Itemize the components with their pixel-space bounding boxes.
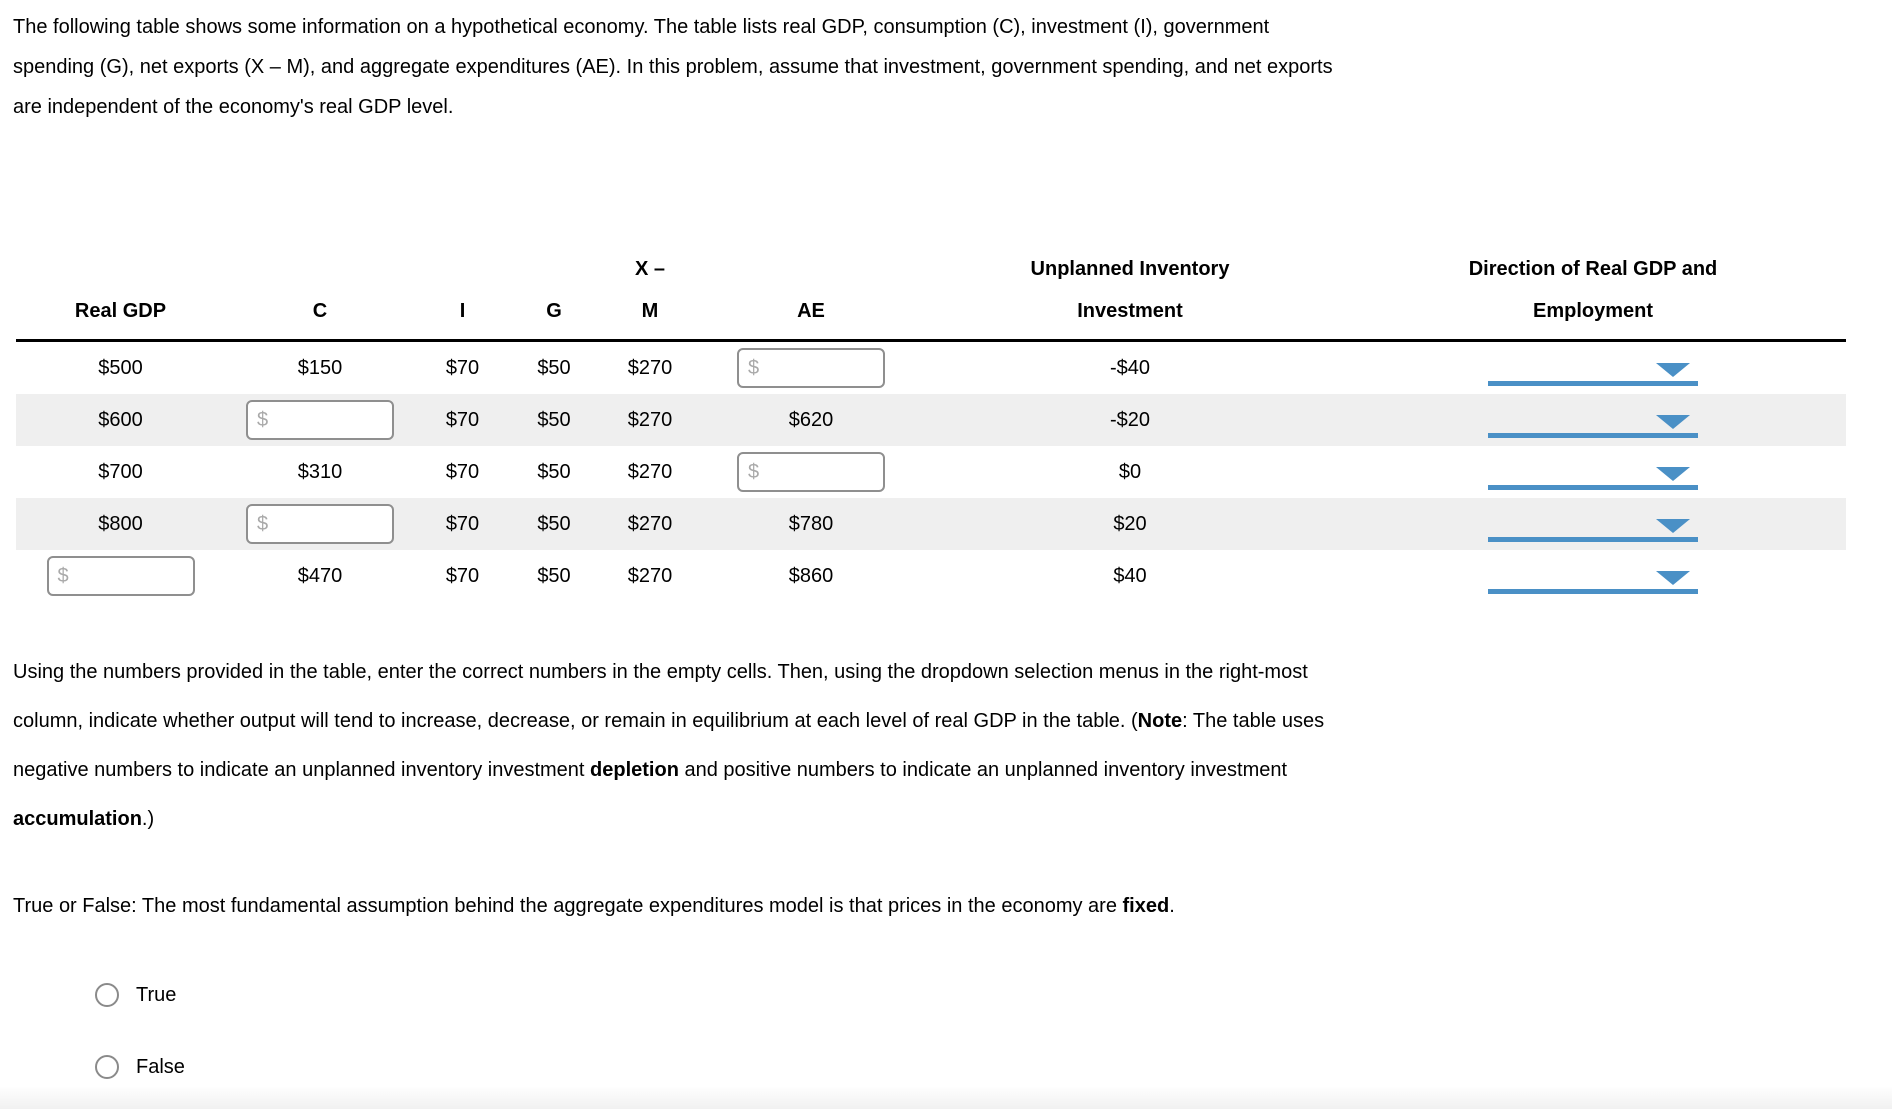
ae-value: $860 xyxy=(788,564,834,587)
col-header-line: Unplanned Inventory xyxy=(1030,258,1230,280)
real-gdp-input-row-4[interactable]: $ xyxy=(46,556,195,596)
chevron-down-icon xyxy=(1656,363,1690,377)
col-header-unplanned-inventory: Unplanned Inventory Investment xyxy=(920,248,1340,341)
chevron-down-icon xyxy=(1656,415,1690,429)
unplanned-inventory-value: $40 xyxy=(1113,564,1147,587)
unplanned-inventory-value: $20 xyxy=(1113,512,1147,535)
currency-prefix: $ xyxy=(748,460,760,483)
intro-paragraph: The following table shows some informati… xyxy=(13,7,1333,127)
chevron-down-icon xyxy=(1656,467,1690,481)
col-header-line: Investment xyxy=(1077,300,1183,322)
government-value: $50 xyxy=(537,356,571,379)
ae-input-field-row-0[interactable] xyxy=(759,356,883,380)
instructions-line: column, indicate whether output will ten… xyxy=(13,710,1325,732)
intro-line: are independent of the economy's real GD… xyxy=(13,96,454,118)
investment-value: $70 xyxy=(445,408,480,431)
real-gdp-value: $500 xyxy=(98,356,143,379)
instructions-line: accumulation.) xyxy=(13,808,155,830)
dropdown-underline xyxy=(1488,433,1698,438)
table-row: $500 $150 $70 $50 $270 $ -$40 xyxy=(16,341,1846,395)
net-exports-value: $270 xyxy=(627,460,673,483)
consumption-input-row-1[interactable]: $ xyxy=(246,400,394,440)
investment-value: $70 xyxy=(445,356,480,379)
consumption-value: $470 xyxy=(297,564,343,587)
currency-prefix: $ xyxy=(257,408,269,431)
dropdown-underline xyxy=(1488,537,1698,542)
option-label: False xyxy=(136,1055,185,1078)
table-header-row: Real GDP C I G X – M AE Unplanned Invent… xyxy=(16,248,1846,341)
col-header-investment: I xyxy=(459,300,466,322)
direction-dropdown-row-0[interactable] xyxy=(1488,342,1698,394)
dropdown-underline xyxy=(1488,485,1698,490)
government-value: $50 xyxy=(537,564,571,587)
col-header-consumption: C xyxy=(312,300,328,322)
col-header-ae: AE xyxy=(797,300,825,322)
direction-dropdown-row-3[interactable] xyxy=(1488,498,1698,550)
consumption-input-field-row-3[interactable] xyxy=(268,512,392,536)
real-gdp-value: $600 xyxy=(98,408,143,431)
table-row: $ $470 $70 $50 $270 $860 $40 xyxy=(16,550,1846,602)
consumption-input-field-row-1[interactable] xyxy=(268,408,392,432)
unplanned-inventory-value: -$40 xyxy=(1109,356,1151,379)
intro-line: spending (G), net exports (X – M), and a… xyxy=(13,56,1333,78)
consumption-input-row-3[interactable]: $ xyxy=(246,504,394,544)
instructions-line: negative numbers to indicate an unplanne… xyxy=(13,759,1288,781)
col-header-direction: Direction of Real GDP and Employment xyxy=(1340,248,1846,341)
direction-dropdown-row-2[interactable] xyxy=(1488,446,1698,498)
option-false[interactable]: False xyxy=(95,1055,185,1079)
col-header-net-exports: X – M xyxy=(598,248,702,341)
government-value: $50 xyxy=(537,460,571,483)
investment-value: $70 xyxy=(445,564,480,587)
ae-value: $780 xyxy=(788,512,834,535)
table-row: $700 $310 $70 $50 $270 $ $0 xyxy=(16,446,1846,498)
chevron-down-icon xyxy=(1656,571,1690,585)
col-header-real-gdp: Real GDP xyxy=(74,300,167,322)
direction-dropdown-row-4[interactable] xyxy=(1488,550,1698,602)
ae-input-row-0[interactable]: $ xyxy=(737,348,885,388)
direction-dropdown-row-1[interactable] xyxy=(1488,394,1698,446)
expenditure-table: Real GDP C I G X – M AE Unplanned Invent… xyxy=(16,248,1846,602)
government-value: $50 xyxy=(537,512,571,535)
ae-input-field-row-2[interactable] xyxy=(759,460,883,484)
currency-prefix: $ xyxy=(257,512,269,535)
unplanned-inventory-value: -$20 xyxy=(1109,408,1151,431)
instructions-line: Using the numbers provided in the table,… xyxy=(13,661,1308,683)
real-gdp-value: $800 xyxy=(98,512,143,535)
option-label: True xyxy=(136,983,177,1006)
consumption-value: $150 xyxy=(297,356,343,379)
unplanned-inventory-value: $0 xyxy=(1118,460,1142,483)
true-false-question: True or False: The most fundamental assu… xyxy=(13,895,1175,917)
currency-prefix: $ xyxy=(748,356,760,379)
option-true[interactable]: True xyxy=(95,983,176,1007)
net-exports-value: $270 xyxy=(627,408,673,431)
currency-prefix: $ xyxy=(57,564,69,587)
ae-input-row-2[interactable]: $ xyxy=(737,452,885,492)
dropdown-underline xyxy=(1488,589,1698,594)
net-exports-value: $270 xyxy=(627,564,673,587)
ae-value: $620 xyxy=(788,408,834,431)
consumption-value: $310 xyxy=(297,460,343,483)
radio-button-icon[interactable] xyxy=(95,983,119,1007)
net-exports-value: $270 xyxy=(627,356,673,379)
table-row: $600 $ $70 $50 $270 $620 -$20 xyxy=(16,394,1846,446)
net-exports-value: $270 xyxy=(627,512,673,535)
chevron-down-icon xyxy=(1656,519,1690,533)
real-gdp-input-field-row-4[interactable] xyxy=(68,564,193,588)
col-header-line: X – xyxy=(634,258,666,280)
intro-line: The following table shows some informati… xyxy=(13,16,1270,38)
col-header-line: Direction of Real GDP and xyxy=(1468,258,1718,280)
instructions-paragraph: Using the numbers provided in the table,… xyxy=(13,648,1324,844)
investment-value: $70 xyxy=(445,460,480,483)
table-row: $800 $ $70 $50 $270 $780 $20 xyxy=(16,498,1846,550)
col-header-line: M xyxy=(641,300,659,322)
col-header-line: Employment xyxy=(1532,300,1654,322)
dropdown-underline xyxy=(1488,381,1698,386)
real-gdp-value: $700 xyxy=(98,460,143,483)
col-header-government: G xyxy=(546,300,562,322)
radio-button-icon[interactable] xyxy=(95,1055,119,1079)
page-footer-bar xyxy=(0,1087,1892,1109)
government-value: $50 xyxy=(537,408,571,431)
investment-value: $70 xyxy=(445,512,480,535)
